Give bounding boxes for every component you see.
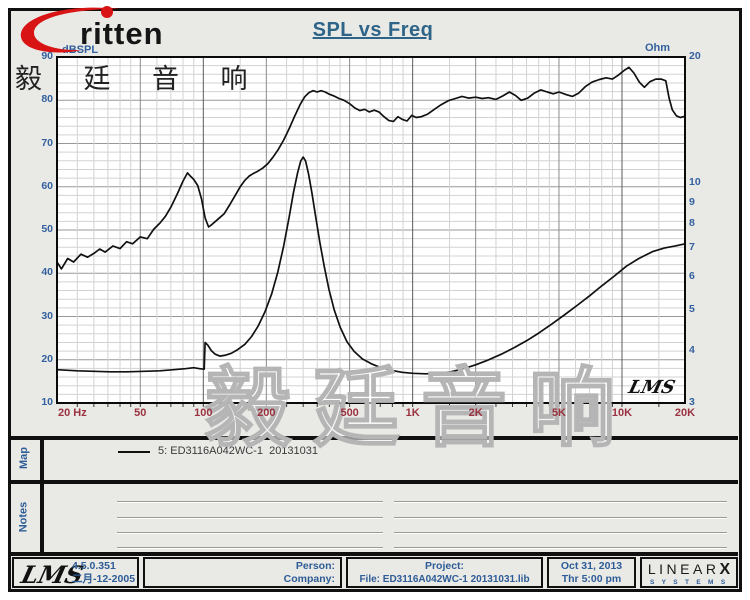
right-tick-20: 20	[689, 50, 701, 62]
company-label: Company:	[283, 573, 335, 585]
divider-line	[10, 436, 738, 440]
linearx-logo-cell: LINEARX S Y S T E M S	[640, 557, 738, 588]
person-company-cell: Person: Company:	[143, 557, 342, 588]
linearx-wordmark: LINEAR	[647, 561, 720, 577]
legend-entry: 5: ED3116A042WC-1 20131031	[158, 445, 319, 457]
spl-curve	[56, 66, 686, 270]
report-date: Oct 31, 2013	[560, 560, 623, 572]
notes-rule-line	[117, 501, 383, 503]
notes-rule-line	[117, 517, 383, 519]
person-label: Person:	[295, 560, 335, 572]
left-tick-70: 70	[41, 136, 53, 149]
left-tick-90: 90	[41, 50, 53, 62]
notes-section-label: Notes	[17, 501, 30, 533]
lms-version-date: 二月-12-2005	[72, 573, 136, 585]
freq-tick-10K: 10K	[611, 407, 633, 419]
right-tick-8: 8	[689, 217, 695, 230]
project-label: Project:	[424, 560, 465, 572]
left-tick-50: 50	[41, 223, 53, 235]
left-tick-30: 30	[41, 309, 53, 322]
linearx-systems: S Y S T E M S	[649, 579, 729, 586]
freq-tick-500: 500	[340, 407, 359, 419]
right-tick-7: 7	[689, 241, 695, 254]
right-tick-9: 9	[689, 195, 695, 208]
report-time: Thr 5:00 pm	[561, 573, 622, 585]
freq-tick-1K: 1K	[405, 407, 420, 419]
lms-version-cell: LMS 4.5.0.351 二月-12-2005	[12, 557, 139, 589]
right-tick-4: 4	[689, 343, 695, 356]
left-tick-60: 60	[41, 179, 53, 192]
chinese-brand-text: 毅 廷 音 响	[15, 64, 265, 94]
freq-tick-2K: 2K	[468, 407, 483, 419]
freq-tick-50: 50	[134, 407, 147, 419]
lms-version: 4.5.0.351	[72, 560, 116, 572]
freq-tick-200: 200	[257, 407, 276, 419]
notes-rule-line	[394, 547, 727, 549]
freq-tick-20K: 20K	[674, 407, 696, 419]
legend-line-swatch	[118, 451, 150, 453]
left-tick-40: 40	[41, 266, 53, 279]
left-axis-unit-label: dBSPL	[62, 44, 99, 56]
brand-name: ritten	[80, 16, 164, 51]
impedance-curve	[56, 156, 686, 375]
plot-lms-logo: LMS	[626, 377, 678, 398]
divider-line	[10, 552, 738, 556]
notes-rule-line	[394, 517, 727, 519]
spl-impedance-plot	[56, 56, 686, 407]
freq-tick-20 Hz: 20 Hz	[58, 407, 87, 419]
freq-tick-100: 100	[194, 407, 213, 419]
linearx-logo: LINEARX	[642, 561, 736, 579]
project-cell: Project: File: ED3116A042WC-1 20131031.l…	[346, 557, 543, 588]
left-tick-10: 10	[41, 396, 53, 408]
notes-rule-line	[394, 501, 727, 503]
divider-line	[40, 436, 44, 556]
brand-swoosh-icon	[20, 6, 120, 53]
left-tick-80: 80	[41, 93, 53, 106]
right-tick-10: 10	[689, 176, 701, 189]
right-tick-5: 5	[689, 302, 695, 315]
right-tick-3: 3	[689, 396, 695, 408]
brand-logo: ritten	[8, 0, 193, 58]
notes-rule-line	[117, 532, 383, 534]
notes-rule-line	[394, 532, 727, 534]
left-tick-20: 20	[41, 352, 53, 365]
map-section-label: Map	[18, 447, 30, 469]
notes-rule-line	[117, 547, 383, 549]
divider-line	[10, 480, 738, 484]
datetime-cell: Oct 31, 2013 Thr 5:00 pm	[547, 557, 636, 588]
page-title: SPL vs Freq	[312, 19, 434, 41]
right-axis-unit-label: Ohm	[645, 42, 671, 54]
freq-tick-5K: 5K	[551, 407, 566, 419]
right-tick-6: 6	[689, 269, 695, 282]
linearx-x: X	[719, 561, 731, 578]
lms-version-block: 4.5.0.351 二月-12-2005	[72, 560, 135, 586]
project-file: File: ED3116A042WC-1 20131031.lib	[359, 574, 530, 585]
